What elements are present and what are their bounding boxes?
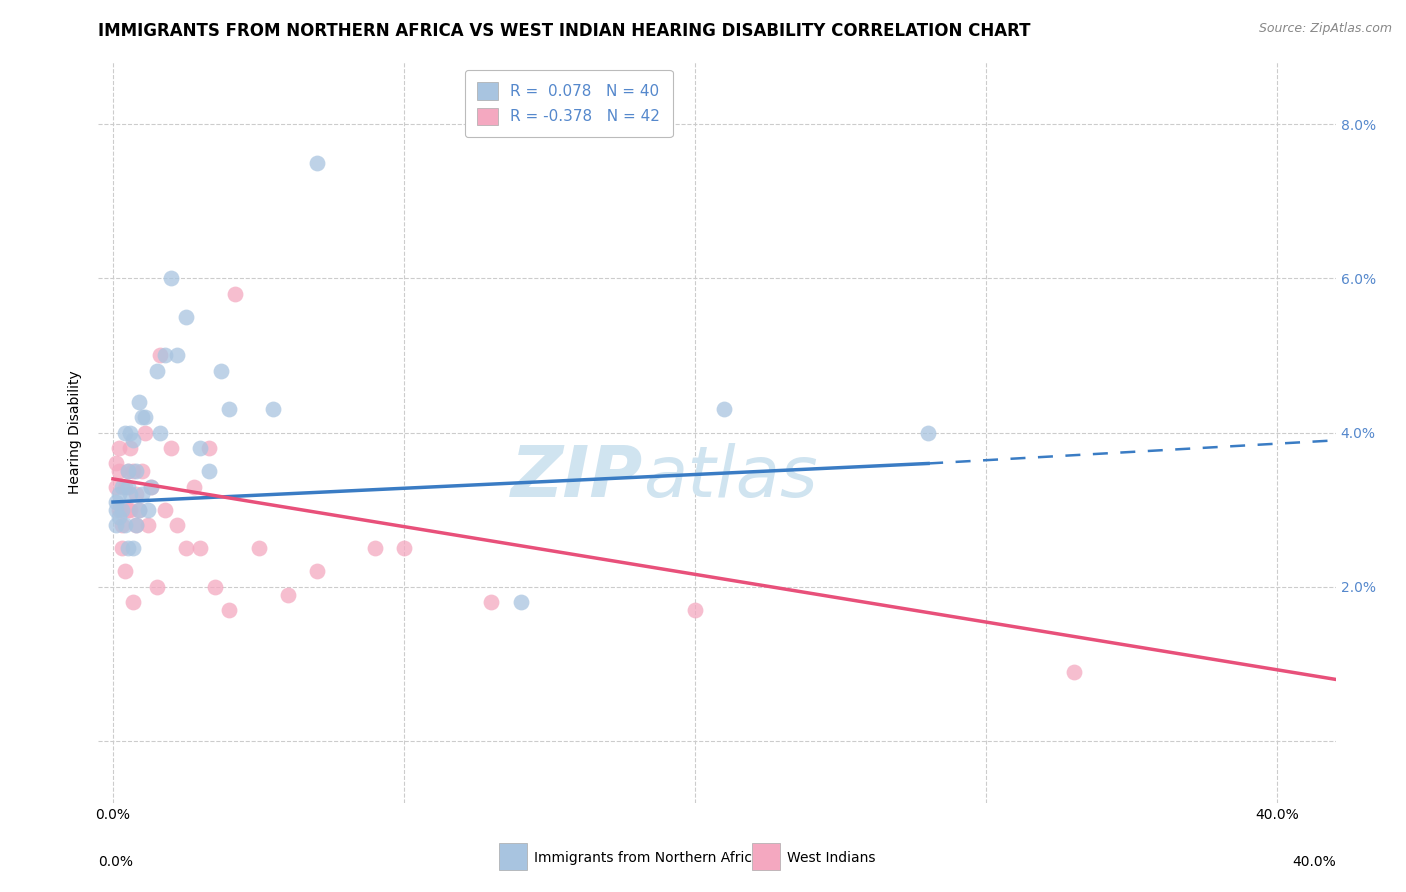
Point <box>128 502 150 516</box>
Legend: R =  0.078   N = 40, R = -0.378   N = 42: R = 0.078 N = 40, R = -0.378 N = 42 <box>464 70 672 137</box>
Point <box>128 394 150 409</box>
Point <box>114 565 136 579</box>
Point <box>131 464 153 478</box>
Point <box>174 541 197 556</box>
Point <box>104 480 127 494</box>
Point <box>305 565 328 579</box>
Point <box>134 425 156 440</box>
Point <box>122 595 145 609</box>
Point <box>134 410 156 425</box>
Point <box>107 510 129 524</box>
Point <box>107 487 129 501</box>
Point <box>114 425 136 440</box>
Point <box>148 349 170 363</box>
Point <box>111 502 134 516</box>
Point <box>104 495 127 509</box>
Text: atlas: atlas <box>643 442 817 511</box>
Text: Immigrants from Northern Africa: Immigrants from Northern Africa <box>534 851 761 865</box>
Text: Source: ZipAtlas.com: Source: ZipAtlas.com <box>1258 22 1392 36</box>
Point <box>104 457 127 471</box>
Text: 0.0%: 0.0% <box>98 855 134 869</box>
Point <box>509 595 531 609</box>
Point <box>277 588 299 602</box>
Point <box>125 518 148 533</box>
Point <box>188 441 211 455</box>
Point <box>131 487 153 501</box>
Point <box>117 464 139 478</box>
Point <box>122 541 145 556</box>
Point <box>481 595 503 609</box>
Point <box>683 603 706 617</box>
Point <box>155 349 177 363</box>
Point <box>114 518 136 533</box>
Point <box>125 518 148 533</box>
Point <box>174 310 197 324</box>
Point <box>120 441 142 455</box>
Point <box>209 364 232 378</box>
Point <box>155 502 177 516</box>
Point <box>111 480 134 494</box>
Point <box>160 441 183 455</box>
Point <box>136 518 159 533</box>
Point <box>305 155 328 169</box>
Point <box>139 480 162 494</box>
Point <box>262 402 284 417</box>
Point <box>120 502 142 516</box>
Point <box>117 464 139 478</box>
Point <box>120 487 142 501</box>
Point <box>107 441 129 455</box>
Point <box>117 541 139 556</box>
Point <box>117 502 139 516</box>
Point <box>122 464 145 478</box>
Point <box>117 480 139 494</box>
Point <box>1063 665 1085 679</box>
Point <box>166 518 188 533</box>
Point <box>122 434 145 448</box>
Text: ZIP: ZIP <box>510 442 643 511</box>
Point <box>131 410 153 425</box>
Point <box>145 364 167 378</box>
Point <box>218 402 240 417</box>
Point <box>224 286 246 301</box>
Point <box>104 502 127 516</box>
Text: 40.0%: 40.0% <box>1292 855 1336 869</box>
Point <box>145 580 167 594</box>
Point <box>183 480 205 494</box>
Point <box>111 541 134 556</box>
Point <box>104 518 127 533</box>
Point <box>136 502 159 516</box>
Point <box>120 425 142 440</box>
Point <box>166 349 188 363</box>
Point <box>218 603 240 617</box>
Point <box>125 487 148 501</box>
Text: IMMIGRANTS FROM NORTHERN AFRICA VS WEST INDIAN HEARING DISABILITY CORRELATION CH: IMMIGRANTS FROM NORTHERN AFRICA VS WEST … <box>98 22 1031 40</box>
Point <box>198 464 221 478</box>
Y-axis label: Hearing Disability: Hearing Disability <box>69 371 83 494</box>
Text: West Indians: West Indians <box>787 851 876 865</box>
Point <box>107 464 129 478</box>
Point <box>148 425 170 440</box>
Point <box>204 580 226 594</box>
Point <box>125 464 148 478</box>
Point <box>713 402 735 417</box>
Point <box>917 425 939 440</box>
Point <box>111 518 134 533</box>
Point <box>188 541 211 556</box>
Point <box>160 271 183 285</box>
Point <box>392 541 415 556</box>
Point <box>139 480 162 494</box>
Point <box>114 480 136 494</box>
Point <box>364 541 387 556</box>
Point <box>247 541 270 556</box>
Point <box>198 441 221 455</box>
Point <box>128 502 150 516</box>
Point <box>107 502 129 516</box>
